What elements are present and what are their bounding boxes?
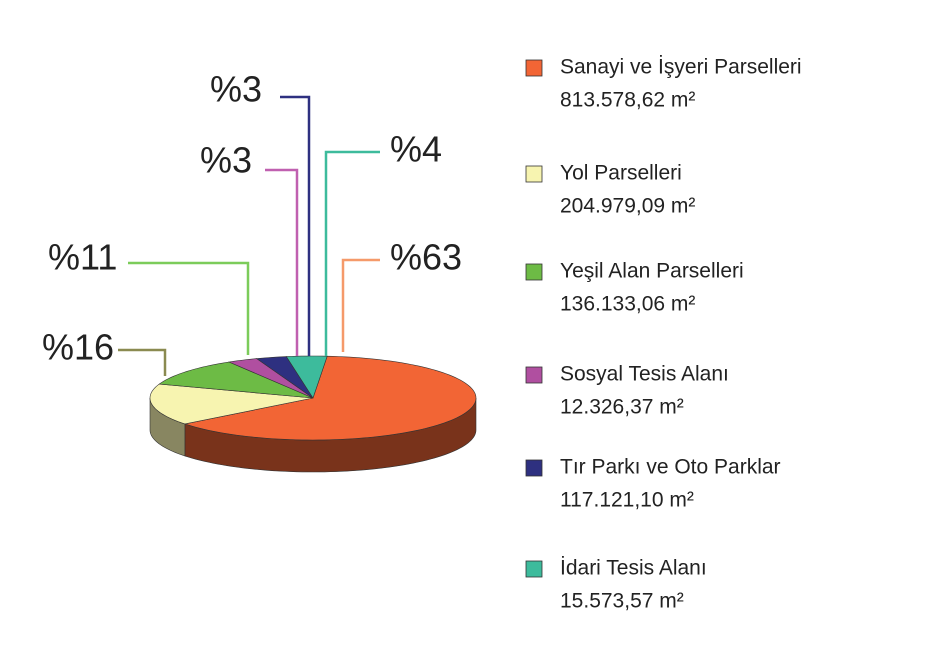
slice: [285, 355, 328, 399]
legend-label: Tır Parkı ve Oto Parklar: [560, 456, 781, 479]
value-label: %3: [200, 140, 252, 181]
legend-area: 117.121,10 m²: [560, 489, 694, 512]
legend-swatch: [525, 165, 543, 183]
legend-area: 136.133,06 m²: [560, 293, 695, 316]
value-label: %63: [390, 237, 462, 278]
slice: [227, 358, 314, 399]
legend-swatch: [525, 263, 543, 281]
legend-area: 12.326,37 m²: [560, 396, 684, 419]
callout-line: [265, 168, 299, 356]
legend-swatch: [525, 560, 543, 578]
legend-label: Yol Parselleri: [560, 162, 682, 185]
callout-line: [280, 95, 311, 356]
value-label: %3: [210, 69, 262, 110]
legend-area: 813.578,62 m²: [560, 89, 695, 112]
legend-label: Yeşil Alan Parselleri: [560, 260, 744, 283]
legend-area: 15.573,57 m²: [560, 590, 684, 613]
value-label: %16: [42, 327, 114, 368]
callout-line: [128, 261, 250, 355]
slice: [158, 361, 314, 399]
legend-area: 204.979,09 m²: [560, 195, 695, 218]
value-label: %4: [390, 129, 442, 170]
legend-label: İdari Tesis Alanı: [560, 557, 707, 580]
legend-swatch: [525, 59, 543, 77]
callout-line: [341, 258, 380, 352]
legend-label: Sosyal Tesis Alanı: [560, 363, 729, 386]
callout-line: [324, 150, 380, 356]
slice: [149, 383, 314, 425]
legend-swatch: [525, 459, 543, 477]
slice: [183, 355, 477, 441]
callout-line: [118, 348, 167, 376]
legend-label: Sanayi ve İşyeri Parselleri: [560, 56, 802, 79]
legend-swatch: [525, 366, 543, 384]
slice: [255, 356, 314, 399]
value-label: %11: [48, 237, 117, 278]
